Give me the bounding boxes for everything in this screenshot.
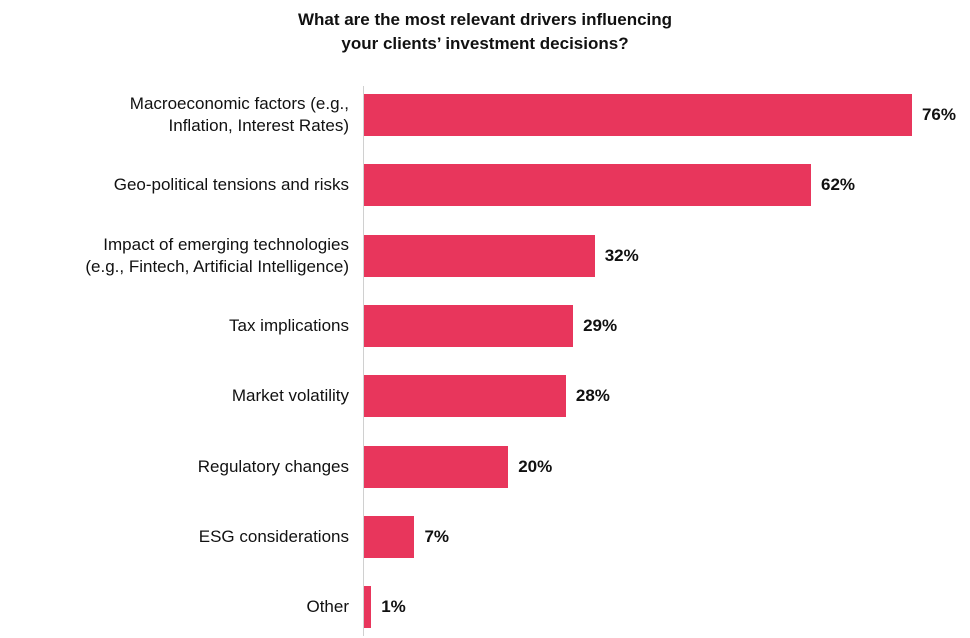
- value-label: 7%: [424, 526, 450, 546]
- bar: [364, 304, 574, 347]
- category-label: Macroeconomic factors (e.g., Inflation, …: [129, 94, 349, 135]
- bar: [364, 164, 812, 207]
- bar: [364, 515, 415, 558]
- chart-title: What are the most relevant drivers influ…: [297, 10, 673, 53]
- category-label: ESG considerations: [198, 526, 349, 546]
- value-label: 28%: [575, 386, 610, 406]
- category-label: Tax implications: [229, 315, 349, 335]
- bar: [364, 234, 595, 277]
- category-label: Geo-political tensions and risks: [113, 175, 349, 195]
- value-label: 76%: [921, 105, 956, 124]
- value-label: 62%: [821, 175, 856, 195]
- category-label: Other: [306, 597, 349, 617]
- value-label: 20%: [518, 456, 553, 476]
- axis-line: [363, 86, 364, 636]
- category-label: Regulatory changes: [197, 456, 349, 476]
- value-label: 32%: [604, 245, 639, 265]
- category-label: Impact of emerging technologies (e.g., F…: [85, 234, 349, 276]
- bar: [364, 586, 372, 629]
- value-label: 1%: [381, 597, 406, 617]
- bar: [364, 94, 912, 136]
- value-label: 29%: [583, 315, 618, 335]
- category-label: Market volatility: [231, 386, 349, 406]
- bar: [364, 445, 509, 488]
- bar: [364, 375, 566, 418]
